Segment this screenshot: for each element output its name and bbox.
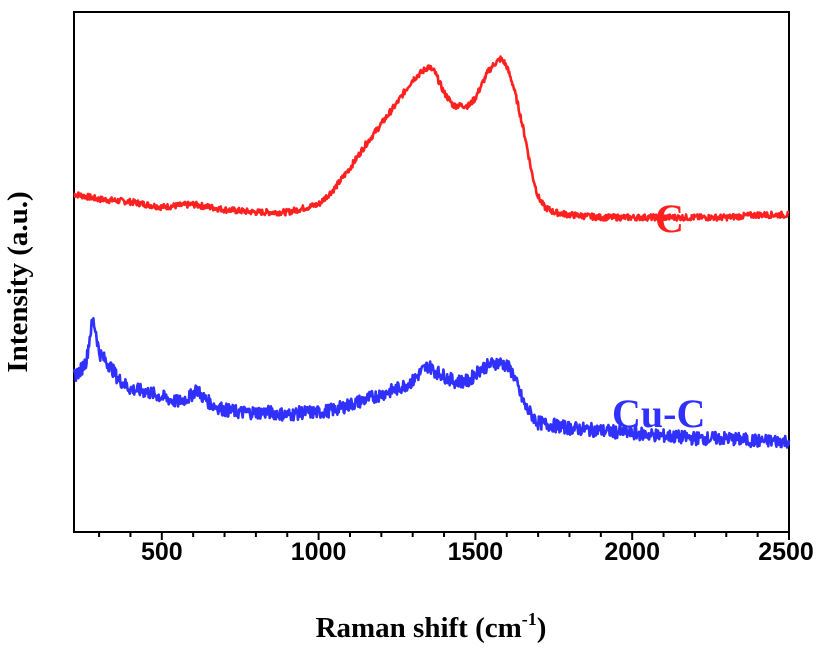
x-tick-label: 2000 (604, 538, 660, 566)
x-axis-title-main: Raman shift (cm (316, 612, 522, 644)
x-axis-title-sup: -1 (522, 609, 537, 629)
y-axis-title: Intensity (a.u.) (2, 191, 34, 372)
x-tick-label: 500 (141, 538, 183, 566)
x-axis-ticks (98, 532, 790, 540)
x-axis-title: Raman shift (cm-1) (316, 609, 547, 644)
series-line-c (73, 55, 790, 222)
series-label-cu-c: Cu-C (612, 391, 705, 436)
plot-frame (73, 11, 790, 533)
series-line-cu-c (72, 317, 791, 449)
x-axis-tick-labels: 500 1000 1500 2000 2500 (141, 538, 814, 566)
series-layer (72, 55, 791, 449)
x-tick-label: 1500 (448, 538, 504, 566)
x-axis-title-close: ) (537, 612, 547, 644)
x-tick-label: 1000 (291, 538, 347, 566)
series-label-c: C (655, 196, 684, 241)
x-tick-label: 2500 (758, 538, 814, 566)
